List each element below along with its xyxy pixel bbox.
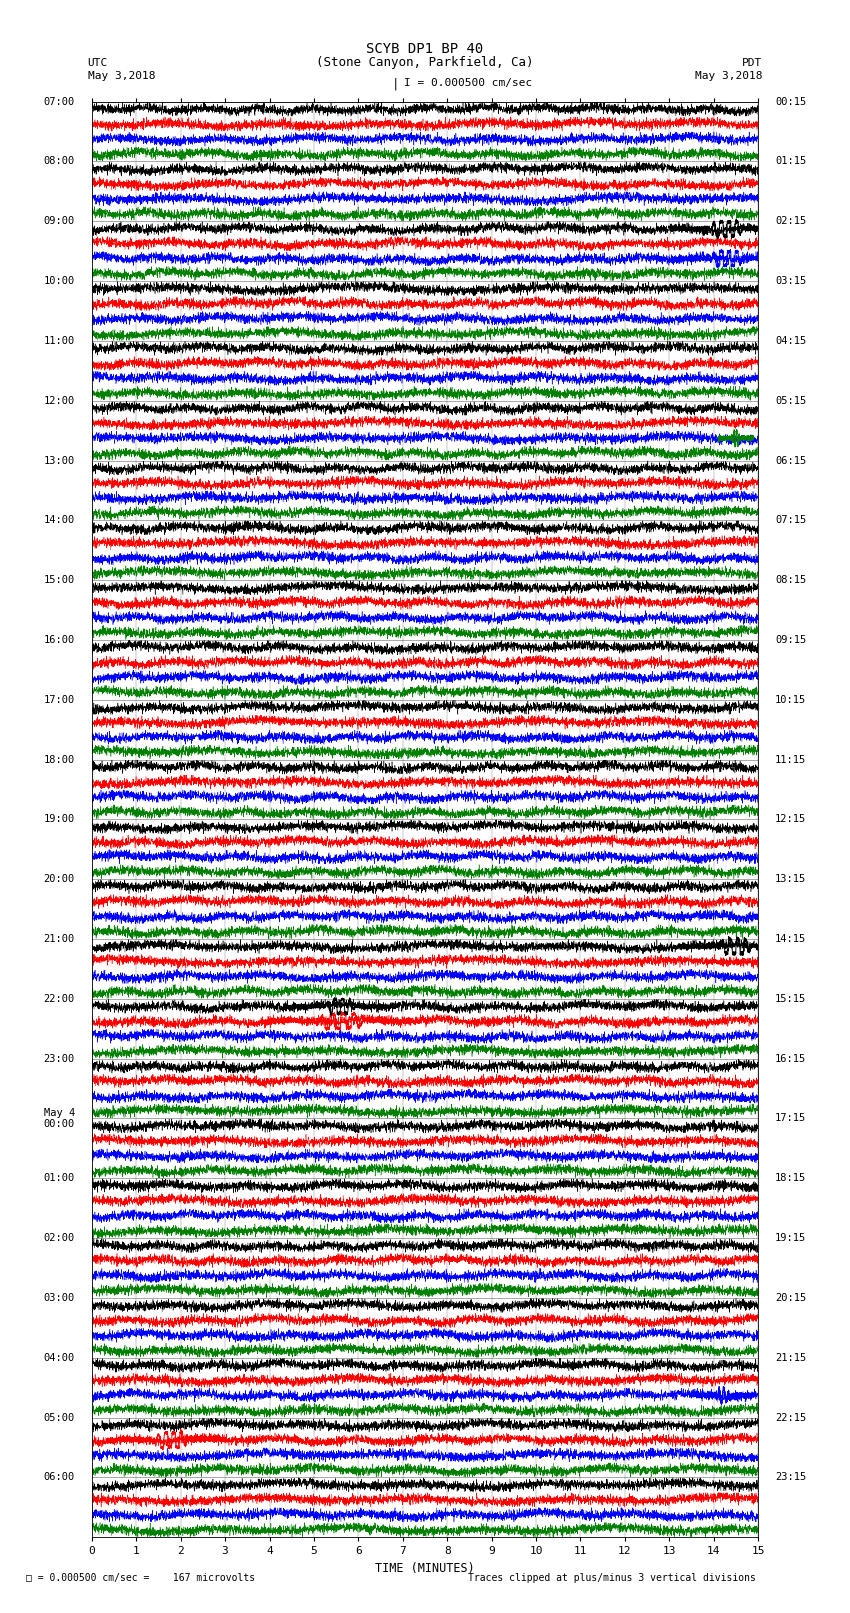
Text: 01:00: 01:00: [43, 1173, 75, 1184]
Text: 07:15: 07:15: [775, 515, 807, 526]
Text: 17:00: 17:00: [43, 695, 75, 705]
Text: (Stone Canyon, Parkfield, Ca): (Stone Canyon, Parkfield, Ca): [316, 56, 534, 69]
Text: May 4
00:00: May 4 00:00: [43, 1108, 75, 1129]
Text: 23:15: 23:15: [775, 1473, 807, 1482]
Text: 02:15: 02:15: [775, 216, 807, 226]
Text: 07:00: 07:00: [43, 97, 75, 106]
Text: 01:15: 01:15: [775, 156, 807, 166]
Text: 05:15: 05:15: [775, 395, 807, 406]
Text: May 3,2018: May 3,2018: [695, 71, 762, 81]
Text: 02:00: 02:00: [43, 1232, 75, 1244]
Text: 08:15: 08:15: [775, 576, 807, 586]
Text: |: |: [392, 77, 399, 90]
Text: May 3,2018: May 3,2018: [88, 71, 155, 81]
Text: 06:00: 06:00: [43, 1473, 75, 1482]
Text: 17:15: 17:15: [775, 1113, 807, 1124]
Text: 09:15: 09:15: [775, 636, 807, 645]
Text: 12:15: 12:15: [775, 815, 807, 824]
Text: 16:15: 16:15: [775, 1053, 807, 1063]
Text: 20:15: 20:15: [775, 1294, 807, 1303]
Text: 21:00: 21:00: [43, 934, 75, 944]
Text: 18:15: 18:15: [775, 1173, 807, 1184]
Text: 00:15: 00:15: [775, 97, 807, 106]
Text: 06:15: 06:15: [775, 455, 807, 466]
Text: 12:00: 12:00: [43, 395, 75, 406]
Text: 18:00: 18:00: [43, 755, 75, 765]
Text: 15:00: 15:00: [43, 576, 75, 586]
Text: 19:00: 19:00: [43, 815, 75, 824]
Text: 03:00: 03:00: [43, 1294, 75, 1303]
Text: UTC: UTC: [88, 58, 108, 68]
Text: 05:00: 05:00: [43, 1413, 75, 1423]
Text: 15:15: 15:15: [775, 994, 807, 1003]
Text: 08:00: 08:00: [43, 156, 75, 166]
Text: Traces clipped at plus/minus 3 vertical divisions: Traces clipped at plus/minus 3 vertical …: [468, 1573, 756, 1582]
Text: 09:00: 09:00: [43, 216, 75, 226]
Text: 23:00: 23:00: [43, 1053, 75, 1063]
Text: 22:00: 22:00: [43, 994, 75, 1003]
Text: 10:15: 10:15: [775, 695, 807, 705]
Text: I = 0.000500 cm/sec: I = 0.000500 cm/sec: [404, 77, 532, 87]
Text: 16:00: 16:00: [43, 636, 75, 645]
Text: 11:15: 11:15: [775, 755, 807, 765]
Text: 13:15: 13:15: [775, 874, 807, 884]
Text: 04:15: 04:15: [775, 336, 807, 345]
Text: 04:00: 04:00: [43, 1353, 75, 1363]
Text: 10:00: 10:00: [43, 276, 75, 286]
Text: 14:00: 14:00: [43, 515, 75, 526]
Text: 20:00: 20:00: [43, 874, 75, 884]
Text: 13:00: 13:00: [43, 455, 75, 466]
Text: 21:15: 21:15: [775, 1353, 807, 1363]
Text: □ = 0.000500 cm/sec =    167 microvolts: □ = 0.000500 cm/sec = 167 microvolts: [26, 1573, 255, 1582]
X-axis label: TIME (MINUTES): TIME (MINUTES): [375, 1561, 475, 1574]
Text: 19:15: 19:15: [775, 1232, 807, 1244]
Text: 11:00: 11:00: [43, 336, 75, 345]
Text: PDT: PDT: [742, 58, 762, 68]
Text: 03:15: 03:15: [775, 276, 807, 286]
Text: SCYB DP1 BP 40: SCYB DP1 BP 40: [366, 42, 484, 56]
Text: 14:15: 14:15: [775, 934, 807, 944]
Text: 22:15: 22:15: [775, 1413, 807, 1423]
